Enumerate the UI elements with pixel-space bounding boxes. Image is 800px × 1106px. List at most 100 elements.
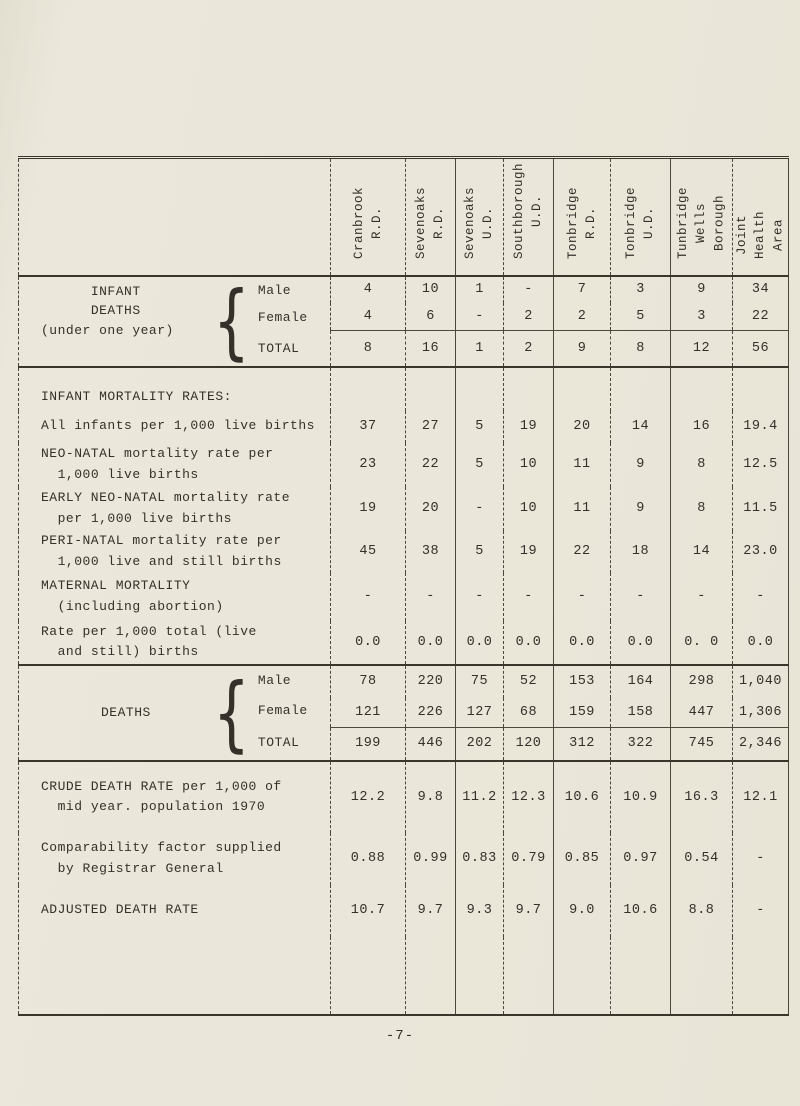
value-cell: 322 — [610, 727, 671, 762]
value-cell: 202 — [455, 727, 504, 762]
value-cell: - — [610, 572, 671, 621]
row-label: CRUDE DEATH RATE per 1,000 of mid year. … — [41, 778, 282, 814]
value-cell: 19 — [503, 530, 554, 573]
deaths-label-cell: DEATHS { Male Female TOTAL — [18, 664, 331, 762]
value-cell: 8.8 — [670, 884, 733, 937]
crude-death-rate-row: CRUDE DEATH RATE per 1,000 of mid year. … — [19, 760, 789, 833]
infant-deaths-female-row: 4 6-2 2 5 3 22 — [19, 302, 789, 331]
value-cell: 199 — [330, 727, 406, 762]
row-label: All infants per 1,000 live births — [41, 418, 315, 434]
empty-cell — [405, 936, 456, 1015]
value-cell: 12.1 — [732, 760, 789, 833]
value-cell: 0.54 — [670, 832, 733, 885]
value-cell: 45 — [330, 530, 406, 573]
value-cell: 0.97 — [610, 832, 671, 885]
value-cell: 3 — [610, 275, 671, 303]
column-header-tunbridge-wells-borough: Tunbridge Wells Borough — [670, 157, 733, 277]
value-cell: 0.0 — [455, 620, 504, 666]
deaths-total-row: 199 446 202 120 312 322 745 2,346 — [19, 727, 789, 762]
value-cell: 5 — [610, 302, 671, 331]
value-cell: 226 — [405, 697, 456, 728]
value-cell: 1 — [455, 275, 504, 303]
section-header-row: INFANT MORTALITY RATES: — [19, 366, 789, 411]
row-label: PERI-NATAL mortality rate per 1,000 live… — [41, 533, 282, 569]
empty-cell — [19, 937, 331, 1015]
value-cell: 9.7 — [503, 884, 554, 937]
value-cell: 19 — [503, 410, 554, 443]
deaths-female-row: 121 226 127 68 159 158 447 1,306 — [19, 697, 789, 728]
value-cell: 164 — [610, 664, 671, 698]
empty-cell — [503, 366, 554, 411]
value-cell: 78 — [330, 664, 406, 698]
column-header-label: Sevenoaks R.D. — [414, 187, 447, 260]
value-cell: 16 — [670, 410, 733, 443]
value-cell: 446 — [405, 727, 456, 762]
row-label-male: Male — [257, 673, 292, 688]
value-cell: 20 — [553, 410, 611, 443]
value-cell: 5 — [455, 530, 504, 573]
value-cell: 12.3 — [503, 760, 554, 833]
value-cell: - — [732, 884, 789, 937]
section-label: INFANT MORTALITY RATES: — [41, 389, 232, 405]
value-cell: 0.99 — [405, 832, 456, 885]
value-cell: 9 — [610, 486, 671, 531]
value-cell: 10.6 — [553, 760, 611, 833]
value-cell: 20 — [405, 486, 456, 531]
value-cell: 120 — [503, 727, 554, 762]
column-header-label: Tunbridge Wells Borough — [676, 187, 727, 260]
value-cell: 1,040 — [732, 664, 789, 698]
value-cell: 9.7 — [405, 884, 456, 937]
value-cell: - — [405, 572, 456, 621]
value-cell: 447 — [670, 697, 733, 728]
row-label-female: Female — [257, 703, 308, 718]
value-cell: 4 — [330, 302, 406, 331]
value-cell: 0.79 — [503, 832, 554, 885]
column-header-tonbridge-rd: Tonbridge R.D. — [553, 157, 611, 277]
comparability-factor-row: Comparability factor supplied by Registr… — [19, 832, 789, 885]
value-cell: 8 — [330, 330, 406, 368]
value-cell: - — [670, 572, 733, 621]
empty-cell — [330, 366, 406, 411]
column-header-label: Southborough U.D. — [512, 163, 545, 260]
rate-row-per-1000-total: Rate per 1,000 total (live and still) bi… — [18, 620, 789, 666]
value-cell: - — [455, 302, 504, 331]
value-cell: 7 — [553, 275, 611, 303]
corner-cell — [18, 157, 331, 277]
value-cell: 10 — [405, 275, 456, 303]
value-cell: 11.5 — [732, 486, 789, 531]
value-cell: 10.6 — [610, 884, 671, 937]
value-cell: - — [455, 486, 504, 531]
value-cell: 9 — [610, 442, 671, 487]
value-cell: 0.0 — [503, 620, 554, 666]
empty-cell — [405, 366, 456, 411]
value-cell: 22 — [405, 442, 456, 487]
value-cell: - — [732, 832, 789, 885]
value-cell: 158 — [610, 697, 671, 728]
value-cell: 5 — [455, 442, 504, 487]
value-cell: - — [732, 572, 789, 621]
rate-row-early-neo-natal: EARLY NEO-NATAL mortality rate per 1,000… — [19, 486, 789, 531]
value-cell: 0.88 — [330, 832, 406, 885]
value-cell: 2 — [503, 302, 554, 331]
value-cell: - — [330, 572, 406, 621]
value-cell: 8 — [610, 330, 671, 368]
value-cell: 16 — [405, 330, 456, 368]
empty-cell — [670, 366, 733, 411]
empty-cell — [732, 936, 789, 1015]
value-cell: 18 — [610, 530, 671, 573]
row-label: MATERNAL MORTALITY (including abortion) — [41, 578, 224, 614]
value-cell: 52 — [503, 664, 554, 698]
value-cell: 0.83 — [455, 832, 504, 885]
column-header-tonbridge-ud: Tonbridge U.D. — [610, 157, 671, 277]
row-label: ADJUSTED DEATH RATE — [41, 902, 199, 918]
empty-cell — [455, 366, 504, 411]
value-cell: - — [503, 572, 554, 621]
value-cell: 6 — [405, 302, 456, 331]
value-cell: 27 — [405, 410, 456, 443]
rate-row-all-infants: All infants per 1,000 live births 37 27 5 1… — [19, 410, 789, 443]
empty-cell — [330, 936, 406, 1015]
value-cell: 2 — [553, 302, 611, 331]
value-cell: 127 — [455, 697, 504, 728]
value-cell: 3 — [670, 302, 733, 331]
infant-deaths-total-row: 8 16 1 2 9 8 12 56 — [19, 330, 789, 368]
